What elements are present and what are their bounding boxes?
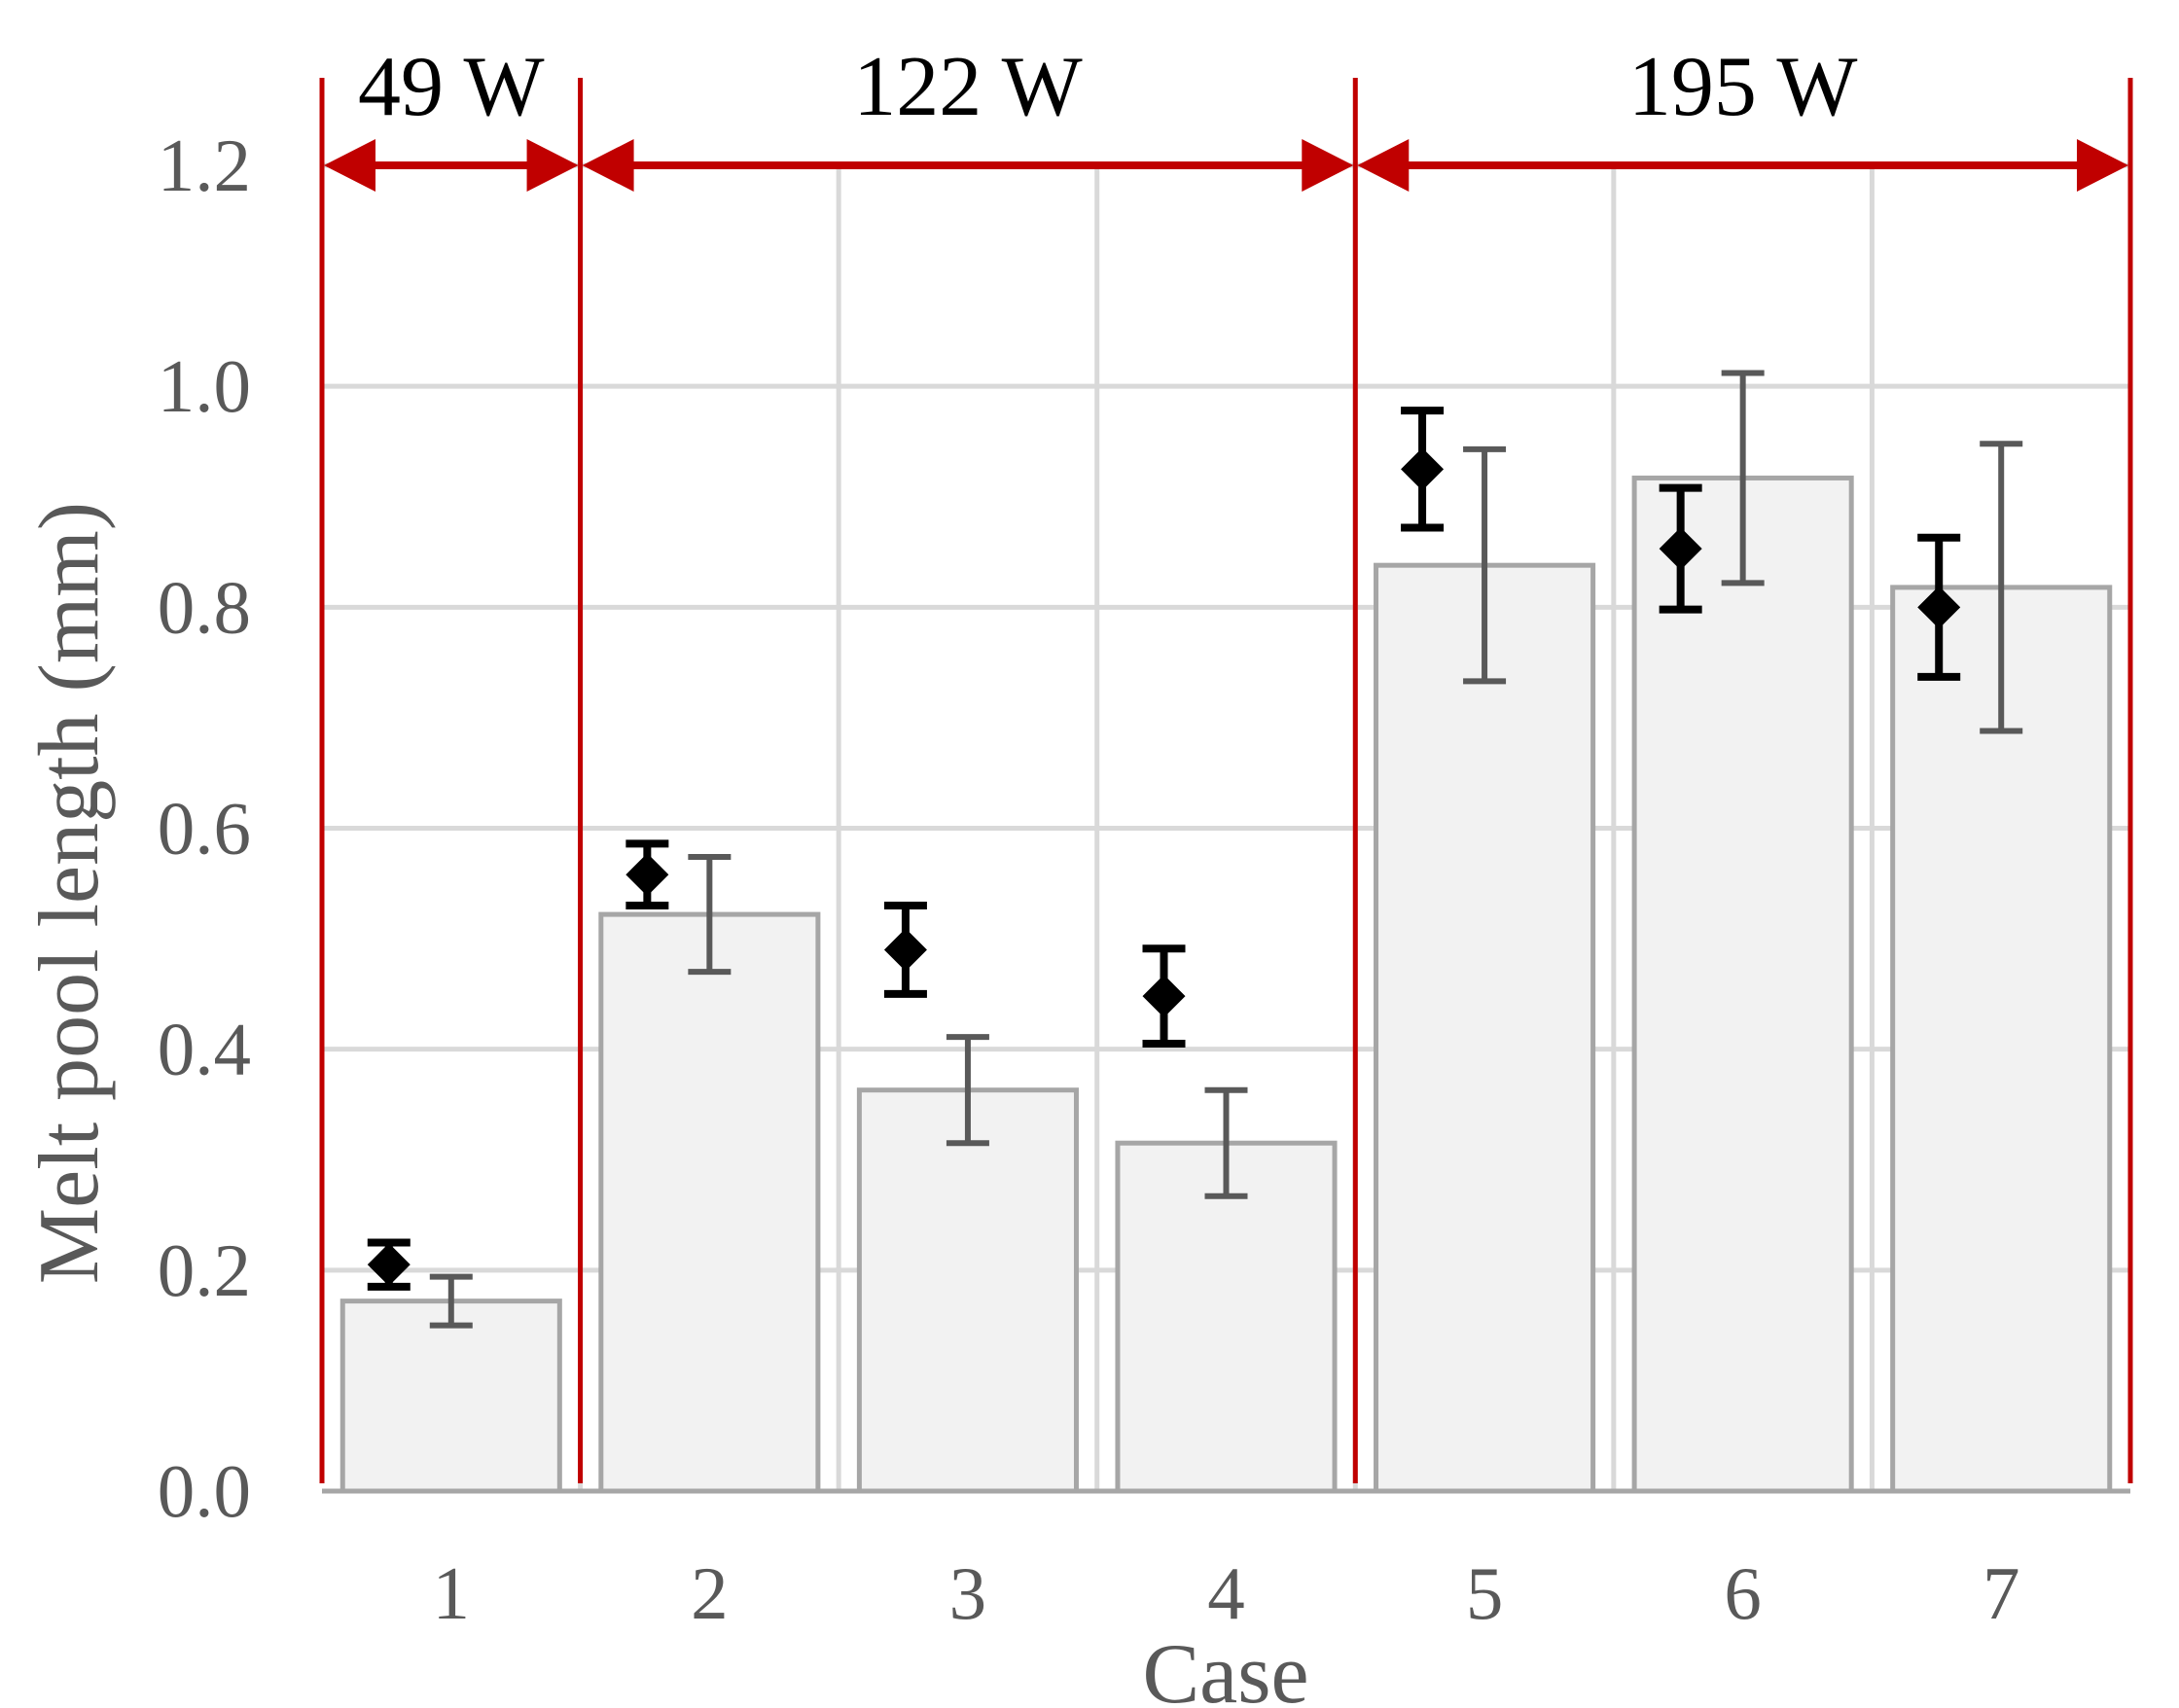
power-annotations: 49 W 122 W 195 W (319, 40, 2133, 1483)
diamond-point (883, 928, 927, 972)
bars (339, 475, 2113, 1494)
bar-error-bars (429, 370, 2023, 1329)
bar (1374, 562, 1596, 1494)
axes: 0.0 0.2 0.4 0.6 0.8 1.0 1.2 1 2 3 4 5 6 7 (158, 124, 2130, 1635)
bar (856, 1087, 1079, 1494)
y-axis-title: Melt pool length (mm) (22, 502, 117, 1284)
x-tick-label: 3 (949, 1551, 987, 1635)
y-tick-label: 1.0 (158, 344, 251, 428)
arrow-head-left (1357, 139, 1410, 192)
x-tick-label: 4 (1207, 1551, 1245, 1635)
arrow-head-right (526, 139, 579, 192)
diamond-point (625, 853, 669, 897)
y-tick-label: 0.2 (158, 1228, 251, 1312)
y-tick-label: 0.4 (158, 1008, 251, 1091)
diamond-point (367, 1243, 411, 1287)
arrow-head-right (2077, 139, 2128, 192)
y-tick-label: 0.0 (158, 1449, 251, 1533)
diamond-point (1142, 975, 1186, 1018)
y-tick-label: 0.8 (158, 565, 251, 649)
diamond-point (1401, 447, 1445, 491)
bar (1631, 475, 1854, 1494)
power-group-label: 195 W (1628, 40, 1857, 134)
bar (598, 911, 821, 1494)
power-group-label: 122 W (853, 40, 1082, 134)
bar (339, 1299, 562, 1494)
x-tick-label: 7 (1983, 1551, 2020, 1635)
y-tick-label: 1.2 (158, 124, 251, 207)
x-tick-label: 6 (1724, 1551, 1762, 1635)
arrow-head-right (1302, 139, 1354, 192)
diamond-point (1917, 586, 1961, 629)
x-tick-label: 2 (691, 1551, 729, 1635)
x-tick-label: 1 (433, 1551, 471, 1635)
y-tick-label: 0.6 (158, 787, 251, 871)
bar (1115, 1140, 1338, 1494)
x-tick-label: 5 (1466, 1551, 1504, 1635)
arrow-head-left (582, 139, 634, 192)
points (367, 407, 1961, 1291)
power-group-label: 49 W (358, 40, 544, 134)
x-axis-title: Case (1142, 1627, 1308, 1708)
arrow-head-left (324, 139, 375, 192)
diamond-point (1659, 527, 1702, 571)
